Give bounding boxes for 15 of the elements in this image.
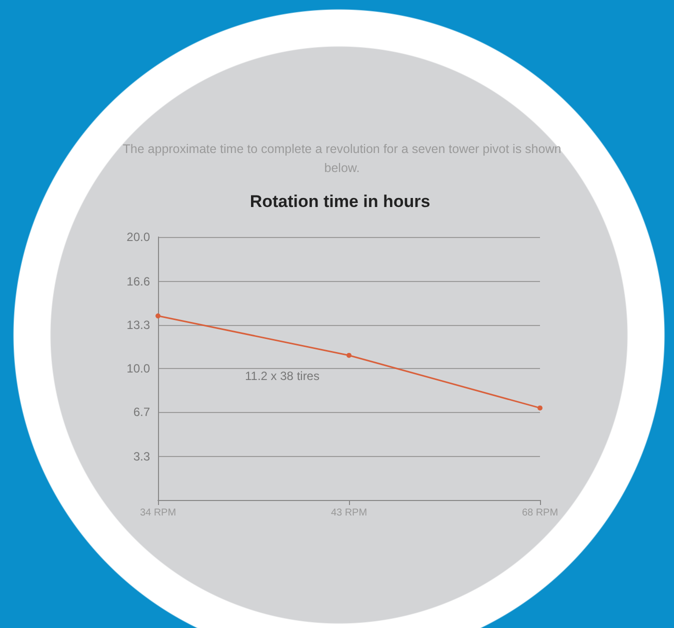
annotation: 11.2 x 38 tires bbox=[245, 369, 320, 383]
x-tick-label: 43 RPM bbox=[330, 508, 368, 518]
chart-title: Rotation time in hours bbox=[250, 192, 430, 211]
point bbox=[346, 352, 352, 358]
y-tick-label: 16.6 bbox=[126, 274, 150, 289]
y-tick-label: 20.0 bbox=[126, 230, 150, 244]
x-tick-label: 68 RPM bbox=[522, 508, 558, 518]
chart-subtitle: The approximate time to complete a revolution for a seven tower pivot is shown below. bbox=[122, 141, 562, 177]
x-tick-label: 34 RPM bbox=[140, 508, 176, 518]
y-tick-label: 3.3 bbox=[133, 450, 150, 464]
y-tick-label: 13.3 bbox=[126, 318, 150, 332]
point bbox=[156, 313, 160, 318]
y-tick-label: 10.0 bbox=[126, 362, 150, 376]
point bbox=[538, 405, 542, 410]
y-tick-label: 6.7 bbox=[133, 404, 150, 419]
